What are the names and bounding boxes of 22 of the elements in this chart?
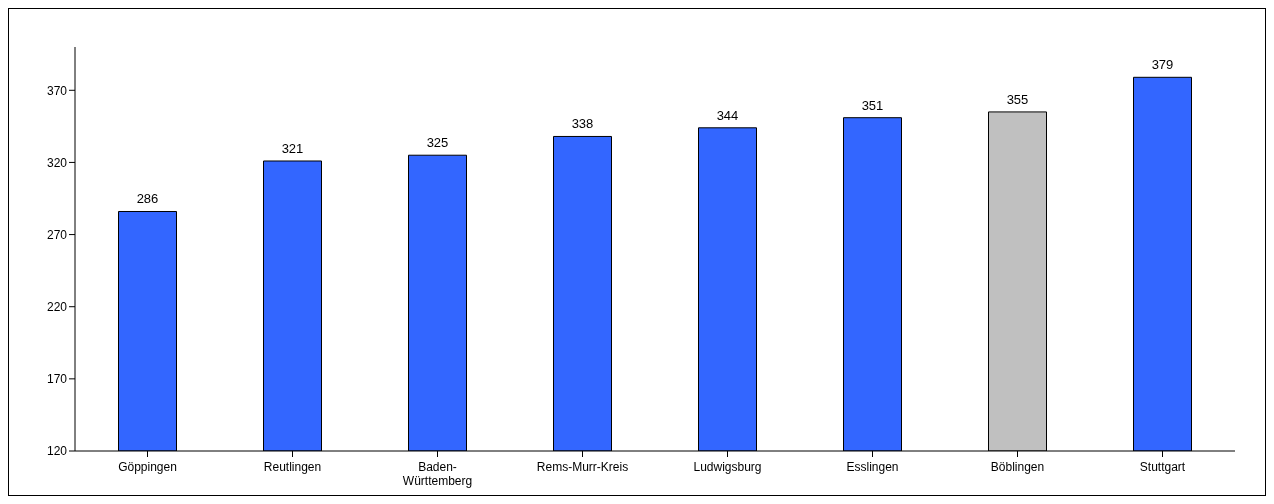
data-label: 379 [1151, 57, 1174, 73]
x-tick-label: Göppingen [118, 460, 177, 474]
x-tick-label: Baden-Württemberg [402, 460, 473, 488]
data-label: 344 [716, 107, 739, 123]
x-tick-label: Ludwigsburg [693, 460, 762, 474]
data-label: 286 [136, 191, 159, 207]
x-tick-label: Böblingen [990, 460, 1045, 474]
x-tick-label: Stuttgart [1139, 460, 1186, 474]
data-label: 325 [426, 135, 449, 151]
x-tick-label: Esslingen [846, 460, 899, 474]
y-tick-label: 320 [46, 155, 68, 170]
data-label: 321 [281, 140, 304, 156]
data-label: 338 [571, 116, 594, 132]
y-tick-label: 170 [46, 372, 68, 387]
data-label: 351 [861, 97, 884, 113]
data-label: 355 [1006, 91, 1029, 107]
y-tick-label: 120 [46, 444, 68, 459]
y-tick-label: 220 [46, 299, 68, 314]
x-tick-label: Reutlingen [263, 460, 322, 474]
x-tick-label: Rems-Murr-Kreis [536, 460, 629, 474]
y-tick-label: 270 [46, 227, 68, 242]
y-tick-label: 370 [46, 83, 68, 98]
